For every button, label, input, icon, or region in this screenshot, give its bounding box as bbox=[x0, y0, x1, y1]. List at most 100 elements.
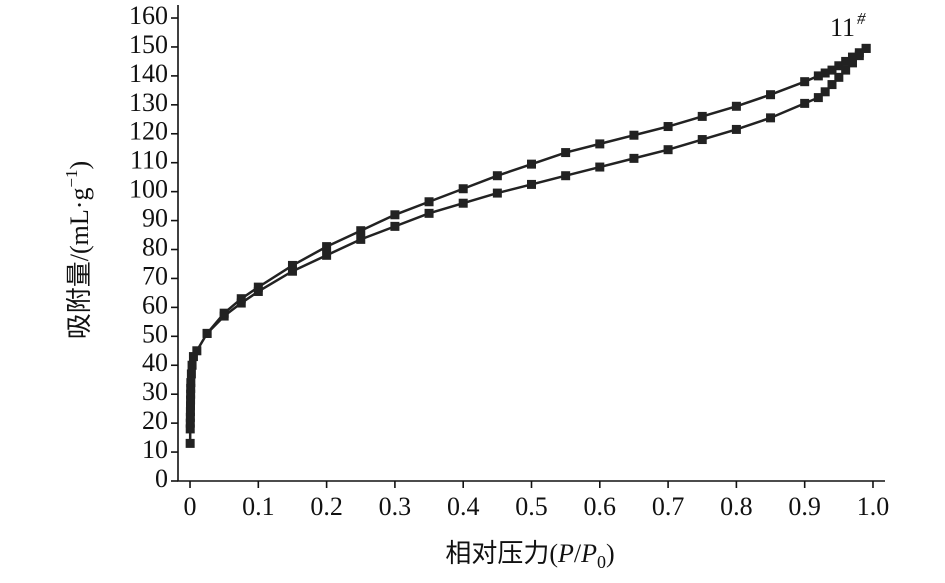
marker bbox=[595, 162, 605, 172]
marker bbox=[187, 360, 197, 370]
marker bbox=[322, 250, 332, 260]
marker bbox=[236, 294, 246, 304]
marker bbox=[820, 87, 830, 97]
marker bbox=[595, 139, 605, 149]
x-title-part: 相对压力( bbox=[445, 539, 558, 568]
marker bbox=[663, 145, 673, 155]
marker bbox=[861, 43, 871, 53]
marker bbox=[492, 171, 502, 181]
marker bbox=[192, 346, 202, 356]
y-tick-label: 120 bbox=[129, 117, 168, 146]
marker bbox=[800, 77, 810, 87]
x-title-part: P bbox=[557, 539, 574, 568]
marker bbox=[800, 98, 810, 108]
x-tick-label: 0.8 bbox=[720, 492, 753, 521]
marker bbox=[813, 93, 823, 103]
axes bbox=[177, 5, 885, 482]
marker bbox=[390, 210, 400, 220]
marker bbox=[287, 266, 297, 276]
marker bbox=[561, 171, 571, 181]
x-title-part: 0 bbox=[597, 552, 606, 572]
marker bbox=[854, 48, 864, 58]
x-tick-label: 0.2 bbox=[310, 492, 343, 521]
marker bbox=[185, 424, 195, 434]
series-line bbox=[188, 47, 868, 444]
marker bbox=[827, 80, 837, 90]
marker bbox=[186, 389, 196, 399]
marker bbox=[697, 111, 707, 121]
marker bbox=[813, 71, 823, 81]
y-title-part: −1 bbox=[62, 169, 81, 187]
x-tick-label: 0.7 bbox=[652, 492, 685, 521]
y-tick-label: 60 bbox=[142, 290, 168, 319]
y-tick-label: 30 bbox=[142, 377, 168, 406]
marker bbox=[185, 418, 195, 428]
marker bbox=[847, 52, 857, 62]
x-title-part: ) bbox=[606, 539, 615, 568]
marker bbox=[186, 383, 196, 393]
marker bbox=[202, 328, 212, 338]
y-tick-label: 130 bbox=[129, 88, 168, 117]
marker bbox=[424, 208, 434, 218]
marker bbox=[731, 101, 741, 111]
y-tick-label: 150 bbox=[129, 30, 168, 59]
marker bbox=[561, 148, 571, 158]
marker bbox=[185, 401, 195, 411]
marker bbox=[697, 135, 707, 145]
marker bbox=[186, 369, 196, 379]
marker bbox=[492, 188, 502, 198]
marker bbox=[527, 159, 536, 169]
marker bbox=[322, 242, 332, 252]
marker bbox=[827, 65, 837, 75]
marker bbox=[663, 122, 673, 132]
x-tick-label: 0.4 bbox=[447, 492, 480, 521]
marker bbox=[424, 197, 434, 207]
y-axis-title: 吸附量/(mL·g−1) bbox=[62, 161, 94, 339]
marker bbox=[219, 308, 229, 318]
marker bbox=[766, 113, 776, 123]
marker bbox=[185, 412, 195, 422]
x-tick-label: 1.0 bbox=[857, 492, 890, 521]
marker bbox=[841, 56, 851, 66]
annotation-sup: # bbox=[857, 9, 866, 28]
y-tick-label: 110 bbox=[130, 146, 168, 175]
y-title-part: ) bbox=[65, 161, 94, 170]
x-title-part: / bbox=[574, 539, 582, 568]
marker bbox=[253, 282, 263, 292]
x-tick-label: 0.9 bbox=[788, 492, 821, 521]
marker bbox=[188, 352, 198, 362]
x-axis-title: 相对压力(P/P0) bbox=[445, 539, 614, 572]
y-tick-label: 100 bbox=[129, 175, 168, 204]
y-tick-label: 20 bbox=[142, 406, 168, 435]
y-tick-label: 0 bbox=[155, 464, 168, 493]
x-tick-label: 0.1 bbox=[242, 492, 275, 521]
marker bbox=[458, 184, 468, 194]
x-tick-label: 0.5 bbox=[515, 492, 548, 521]
marker bbox=[834, 72, 844, 82]
x-tick-label: 0 bbox=[184, 492, 197, 521]
y-tick-label: 70 bbox=[142, 261, 168, 290]
marker bbox=[287, 260, 297, 270]
annotation: 11 bbox=[830, 13, 855, 42]
marker bbox=[527, 179, 536, 189]
y-tick-label: 140 bbox=[129, 59, 168, 88]
y-tick-label: 160 bbox=[129, 1, 168, 30]
marker bbox=[629, 153, 639, 163]
marker bbox=[847, 58, 857, 68]
marker bbox=[629, 130, 639, 140]
y-tick-label: 10 bbox=[142, 435, 168, 464]
y-tick-label: 80 bbox=[142, 232, 168, 261]
marker bbox=[841, 65, 851, 75]
x-tick-label: 0.3 bbox=[379, 492, 412, 521]
marker bbox=[356, 226, 366, 236]
marker bbox=[731, 124, 741, 134]
y-tick-label: 50 bbox=[142, 319, 168, 348]
marker bbox=[185, 407, 195, 417]
marker bbox=[390, 221, 400, 231]
marker bbox=[186, 395, 196, 405]
marker bbox=[834, 61, 844, 71]
marker bbox=[356, 234, 366, 244]
marker bbox=[185, 438, 195, 448]
